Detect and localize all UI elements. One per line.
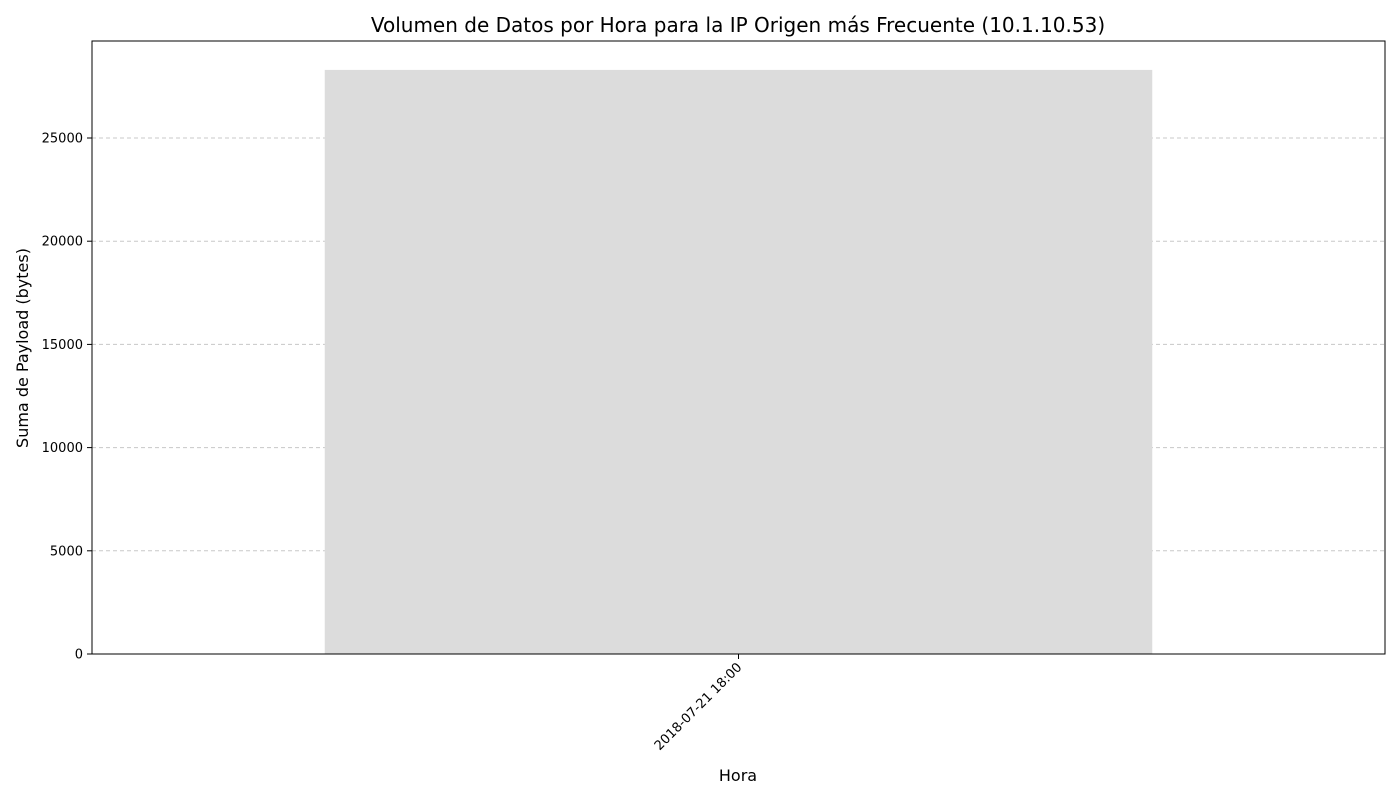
chart-title: Volumen de Datos por Hora para la IP Ori… [371, 13, 1105, 37]
bars [324, 69, 1153, 654]
y-axis-label: Suma de Payload (bytes) [13, 248, 32, 448]
y-tick-label: 20000 [42, 235, 83, 250]
y-tick-label: 10000 [42, 441, 83, 456]
bar [324, 69, 1153, 654]
y-tick-label: 15000 [42, 338, 83, 353]
y-axis-ticks: 0 5000 10000 15000 20000 25000 [42, 132, 92, 663]
y-tick-label: 0 [75, 648, 83, 663]
y-tick-label: 5000 [50, 544, 83, 559]
x-axis-label: Hora [719, 766, 757, 785]
y-tick-label: 25000 [42, 132, 83, 147]
